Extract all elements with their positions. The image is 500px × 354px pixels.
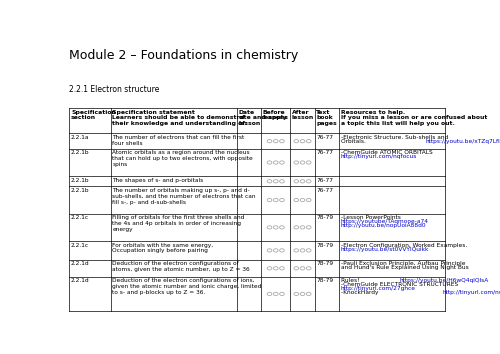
Text: 2.2.1c: 2.2.1c [71, 242, 89, 248]
Text: 76-77: 76-77 [316, 188, 334, 193]
Text: Module 2 – Foundations in chemistry: Module 2 – Foundations in chemistry [70, 49, 298, 62]
Text: https://youtu.be/H6wQ4qlQlsA: https://youtu.be/H6wQ4qlQlsA [400, 279, 489, 284]
Text: 2.2.1d: 2.2.1d [71, 279, 90, 284]
Text: 78-79: 78-79 [316, 279, 334, 284]
Text: -Pauli Exclusion Principle, Aufbau Principle: -Pauli Exclusion Principle, Aufbau Princ… [340, 261, 465, 267]
Text: Specification statement
Learners should be able to demonstrate and apply
their k: Specification statement Learners should … [112, 109, 287, 126]
Text: 2.2.1b: 2.2.1b [71, 188, 90, 193]
Text: Before
lessons: Before lessons [262, 109, 288, 120]
Text: Deduction of the electron configurations of ions,
given the atomic number and io: Deduction of the electron configurations… [112, 279, 262, 295]
Text: 2.2.1b: 2.2.1b [71, 178, 90, 183]
Text: 78-79: 78-79 [316, 215, 334, 220]
Text: 2.2.1b: 2.2.1b [71, 150, 90, 155]
Text: 76-77: 76-77 [316, 178, 334, 183]
Text: 2.2.1a: 2.2.1a [71, 135, 90, 140]
Text: 78-79: 78-79 [316, 261, 334, 267]
Text: Filling of orbitals for the first three shells and
the 4s and 4p orbitals in ord: Filling of orbitals for the first three … [112, 215, 244, 232]
Text: https://youtu.be/xTZq7LflC3U: https://youtu.be/xTZq7LflC3U [426, 139, 500, 144]
Text: 2.2.1c: 2.2.1c [71, 215, 89, 220]
Text: Specification
section: Specification section [71, 109, 116, 120]
Text: 76-77: 76-77 [316, 150, 334, 155]
Text: -ChemGuide ATOMIC ORBITALS: -ChemGuide ATOMIC ORBITALS [340, 150, 432, 155]
Text: -KnockHardy: -KnockHardy [340, 290, 380, 295]
Text: http://tinyurl.com/27ghce: http://tinyurl.com/27ghce [340, 286, 415, 291]
Text: Resources to help.
If you miss a lesson or are confused about
a topic this list : Resources to help. If you miss a lesson … [340, 109, 487, 126]
Text: -Lesson PowerPoints: -Lesson PowerPoints [340, 215, 400, 220]
Text: -ChemGuide ELECTRONIC STRUCTURES: -ChemGuide ELECTRONIC STRUCTURES [340, 282, 458, 287]
Text: Date
of
lesson: Date of lesson [238, 109, 260, 126]
Text: After
lesson: After lesson [292, 109, 314, 120]
Text: 78-79: 78-79 [316, 242, 334, 248]
Text: https://youtube/TAqmooe-a74: https://youtube/TAqmooe-a74 [340, 219, 428, 224]
Text: Atomic orbitals as a region around the nucleus
that can hold up to two electrons: Atomic orbitals as a region around the n… [112, 150, 253, 167]
Text: https://youtu.be/st0VVYIQuikk: https://youtu.be/st0VVYIQuikk [340, 247, 429, 252]
Text: http://tinyurl.com/nw4moor: http://tinyurl.com/nw4moor [442, 290, 500, 295]
Text: The number of electrons that can fill the first
four shells: The number of electrons that can fill th… [112, 135, 244, 146]
Text: The shapes of s- and p-orbitals: The shapes of s- and p-orbitals [112, 178, 204, 183]
Text: Text
book
pages: Text book pages [316, 109, 337, 126]
Text: -Electronic Structure. Sub-shells and: -Electronic Structure. Sub-shells and [340, 135, 448, 140]
Text: and Hund's Rule Explained Using Night Bus: and Hund's Rule Explained Using Night Bu… [340, 266, 468, 270]
Text: -Electron Configuration, Worked Examples.: -Electron Configuration, Worked Examples… [340, 242, 467, 248]
Text: 76-77: 76-77 [316, 135, 334, 140]
Text: Deduction of the electron configurations of
atoms, given the atomic number, up t: Deduction of the electron configurations… [112, 261, 250, 272]
Text: 2.2.1d: 2.2.1d [71, 261, 90, 267]
Text: http://youtu.be/nopUoiA88d0: http://youtu.be/nopUoiA88d0 [340, 223, 426, 228]
Text: 2.2.1 Electron structure: 2.2.1 Electron structure [70, 85, 160, 94]
Text: http://tinyurl.com/nqfocus: http://tinyurl.com/nqfocus [340, 154, 417, 159]
Text: Rules!: Rules! [340, 279, 361, 284]
Text: Orbitals.: Orbitals. [340, 139, 367, 144]
Text: The number of orbitals making up s-, p- and d-
sub-shells, and the number of ele: The number of orbitals making up s-, p- … [112, 188, 256, 205]
Text: For orbitals with the same energy,
Occupation singly before pairing: For orbitals with the same energy, Occup… [112, 242, 214, 253]
